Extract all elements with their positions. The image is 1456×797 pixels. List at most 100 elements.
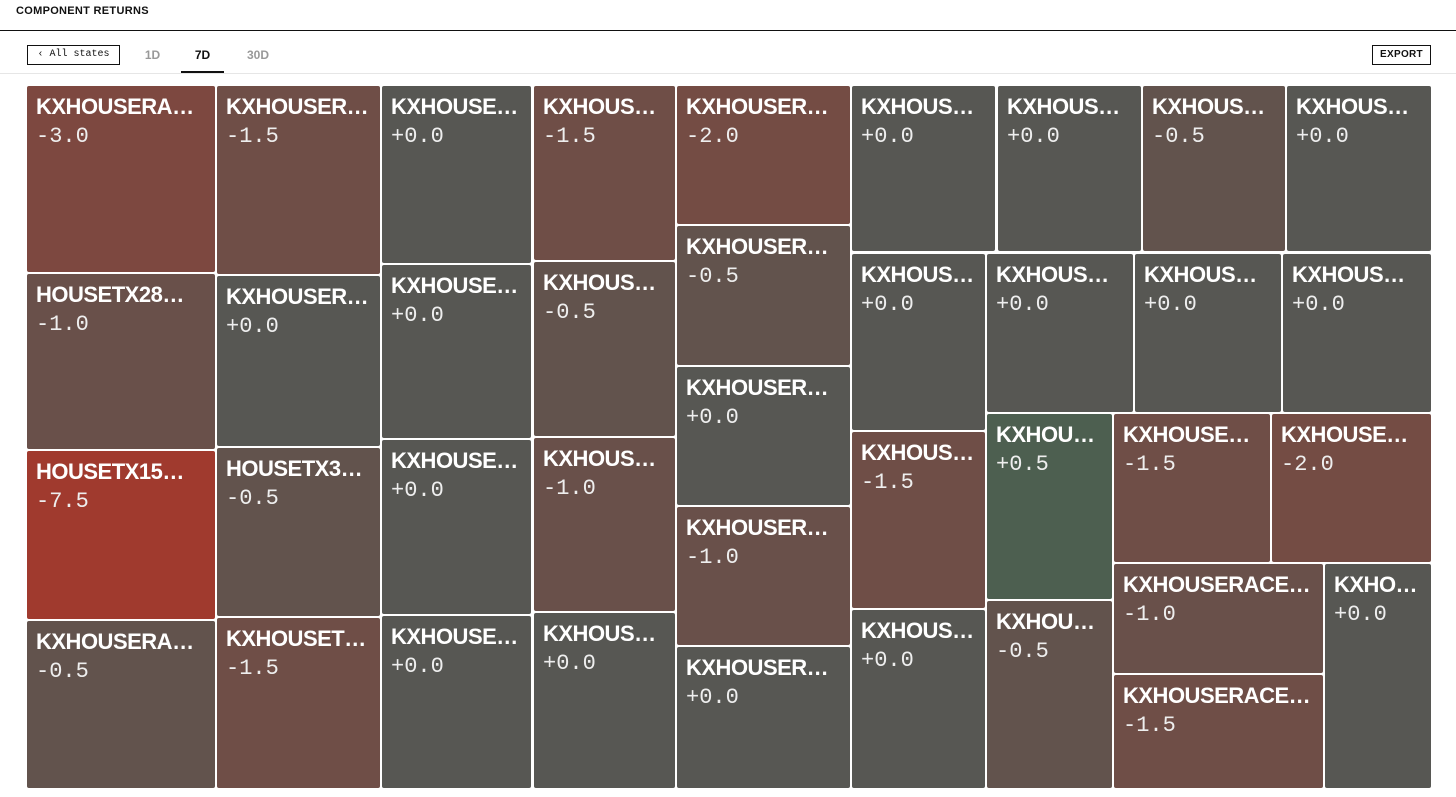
tile[interactable]: KXHOUSER… -1.5 — [217, 86, 380, 274]
tile-label: KXHOUSE… — [391, 94, 518, 119]
page-title: COMPONENT RETURNS — [16, 5, 149, 17]
tile-label: KXHOUS… — [1007, 94, 1120, 119]
tile-value: -1.5 — [226, 124, 279, 149]
tile-label: KXHOUSERA… — [36, 629, 194, 654]
tile-value: -0.5 — [226, 486, 279, 511]
tile-value: +0.5 — [996, 452, 1049, 477]
tile[interactable]: KXHOUSE… +0.0 — [382, 440, 531, 614]
tile[interactable]: KXHOU… +0.5 — [987, 414, 1112, 599]
tile[interactable]: KXHOUSET… -1.5 — [217, 618, 380, 788]
tile-value: +0.0 — [686, 405, 739, 430]
tile[interactable]: KXHO… +0.0 — [1325, 564, 1431, 788]
tile-label: KXHOUS… — [861, 94, 974, 119]
tile-label: KXHOUSER… — [226, 284, 369, 309]
tile[interactable]: KXHOUSE… +0.0 — [382, 616, 531, 788]
tile-value: -1.0 — [686, 545, 739, 570]
tile-value: -0.5 — [36, 659, 89, 684]
tile-value: +0.0 — [1007, 124, 1060, 149]
tile-label: KXHOUS… — [543, 94, 656, 119]
tile-value: +0.0 — [1292, 292, 1345, 317]
tile-label: KXHOUS… — [1296, 94, 1409, 119]
divider — [0, 73, 1456, 74]
tile-label: KXHOUSER… — [686, 234, 829, 259]
tile-label: HOUSETX3… — [226, 456, 363, 481]
tile-value: +0.0 — [391, 654, 444, 679]
tile[interactable]: KXHOUSE… +0.0 — [382, 265, 531, 438]
tab[interactable]: 7D — [181, 48, 224, 73]
tile-value: +0.0 — [1296, 124, 1349, 149]
tile[interactable]: KXHOUSER… +0.0 — [677, 367, 850, 505]
tile-label: KXHOUSE… — [1123, 422, 1250, 447]
tile-value: -1.5 — [1123, 452, 1176, 477]
tile-label: KXHOUS… — [543, 446, 656, 471]
tab[interactable]: 1D — [144, 48, 161, 62]
tile[interactable]: KXHOUS… -1.0 — [534, 438, 675, 611]
tile[interactable]: KXHOUSER… -1.0 — [677, 507, 850, 645]
tile-value: -1.5 — [1123, 713, 1176, 738]
tile-value: -0.5 — [996, 639, 1049, 664]
tile[interactable]: KXHOUS… -1.5 — [852, 432, 985, 608]
tile-label: KXHOUSER… — [686, 655, 829, 680]
tile[interactable]: KXHOUS… -0.5 — [1143, 86, 1285, 251]
tile[interactable]: KXHOUSE… +0.0 — [382, 86, 531, 263]
tile-value: +0.0 — [391, 303, 444, 328]
tile[interactable]: KXHOUS… -1.5 — [534, 86, 675, 260]
tile-label: KXHOU… — [996, 422, 1095, 447]
tile-value: +0.0 — [1144, 292, 1197, 317]
tile[interactable]: KXHOUS… +0.0 — [1283, 254, 1431, 412]
export-button[interactable]: EXPORT — [1372, 45, 1431, 65]
tile-label: KXHOUSER… — [226, 94, 369, 119]
tile[interactable]: KXHOUS… +0.0 — [852, 254, 985, 430]
tile-label: KXHOUSER… — [686, 375, 829, 400]
tile[interactable]: KXHOUSE… -1.5 — [1114, 414, 1270, 562]
tile-value: -2.0 — [686, 124, 739, 149]
tile-label: KXHOUSE… — [1281, 422, 1408, 447]
tile[interactable]: KXHOUS… +0.0 — [1287, 86, 1431, 251]
tile[interactable]: KXHOUSERACE… -1.0 — [1114, 564, 1323, 673]
tile[interactable]: KXHOUS… -0.5 — [534, 262, 675, 436]
tile[interactable]: KXHOUS… +0.0 — [852, 610, 985, 788]
tile[interactable]: HOUSETX15… -7.5 — [27, 451, 215, 619]
tile[interactable]: KXHOUS… +0.0 — [987, 254, 1133, 412]
tile-value: +0.0 — [861, 648, 914, 673]
tile[interactable]: KXHOUS… +0.0 — [998, 86, 1141, 251]
tile[interactable]: KXHOUS… +0.0 — [852, 86, 995, 251]
tile-label: HOUSETX15… — [36, 459, 184, 484]
tile[interactable]: KXHOUSER… +0.0 — [677, 647, 850, 788]
tile-value: -0.5 — [686, 264, 739, 289]
tile-value: -1.0 — [1123, 602, 1176, 627]
tile[interactable]: KXHOUS… +0.0 — [1135, 254, 1281, 412]
tile-label: KXHOUS… — [861, 618, 974, 643]
tile-label: KXHOUS… — [861, 262, 974, 287]
tab[interactable]: 30D — [246, 48, 269, 62]
tile[interactable]: HOUSETX28… -1.0 — [27, 274, 215, 449]
tile-label: KXHOUSE… — [391, 448, 518, 473]
tile[interactable]: KXHOUSER… -2.0 — [677, 86, 850, 224]
tile-value: +0.0 — [226, 314, 279, 339]
tile[interactable]: KXHOU… -0.5 — [987, 601, 1112, 788]
tile-value: +0.0 — [861, 292, 914, 317]
tile-label: KXHOUSER… — [686, 515, 829, 540]
tile[interactable]: KXHOUSERA… -0.5 — [27, 621, 215, 788]
tile-value: +0.0 — [861, 124, 914, 149]
back-button[interactable]: ‹ All states — [27, 45, 120, 65]
tile[interactable]: KXHOUSER… -0.5 — [677, 226, 850, 365]
tile-label: KXHO… — [1334, 572, 1418, 597]
tile[interactable]: KXHOUSERACE… -1.5 — [1114, 675, 1323, 788]
tile-value: +0.0 — [543, 651, 596, 676]
tile-value: -0.5 — [543, 300, 596, 325]
tile-label: KXHOU… — [996, 609, 1095, 634]
tile-label: KXHOUS… — [1144, 262, 1257, 287]
tile-value: -1.5 — [543, 124, 596, 149]
tile-label: KXHOUS… — [543, 621, 656, 646]
tile[interactable]: KXHOUSER… +0.0 — [217, 276, 380, 446]
tile-value: +0.0 — [686, 685, 739, 710]
tile-label: KXHOUSERACE… — [1123, 683, 1311, 708]
tile[interactable]: KXHOUSE… -2.0 — [1272, 414, 1431, 562]
tile-label: KXHOUSE… — [391, 624, 518, 649]
tile[interactable]: KXHOUS… +0.0 — [534, 613, 675, 788]
tile-value: -1.5 — [226, 656, 279, 681]
tile[interactable]: KXHOUSERA… -3.0 — [27, 86, 215, 272]
tile[interactable]: HOUSETX3… -0.5 — [217, 448, 380, 616]
